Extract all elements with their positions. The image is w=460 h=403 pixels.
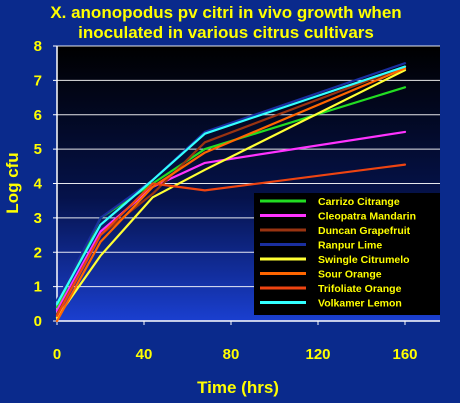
x-tick-label: 120 — [305, 346, 330, 363]
y-tick-label: 5 — [34, 141, 42, 158]
legend-label: Duncan Grapefruit — [318, 225, 411, 237]
legend-label: Swingle Citrumelo — [318, 254, 410, 266]
legend: Carrizo Citrange Cleopatra Mandarin Duncan… — [254, 193, 440, 315]
legend-label: Ranpur Lime — [318, 240, 382, 252]
y-tick-label: 0 — [34, 313, 42, 330]
legend-label: Volkamer Lemon — [318, 298, 402, 310]
legend-label: Cleopatra Mandarin — [318, 211, 416, 223]
y-tick-label: 8 — [34, 38, 42, 55]
series-line-8 — [55, 65, 407, 305]
chart-title-line-1: X. anonopodus pv citri in vivo growth wh… — [50, 3, 401, 22]
x-axis-label: Time (hrs) — [197, 378, 279, 397]
legend-box — [254, 193, 440, 315]
series-lines — [55, 62, 407, 323]
x-tick-label: 40 — [136, 346, 153, 363]
legend-label: Sour Orange — [318, 269, 382, 281]
chart-title-line-2: inoculated in various citrus cultivars — [78, 23, 374, 42]
series-line-7 — [55, 163, 407, 317]
y-tick-label: 4 — [34, 176, 43, 193]
y-tick-label: 6 — [34, 107, 42, 124]
series-line-5 — [55, 68, 407, 319]
x-tick-label: 80 — [223, 346, 240, 363]
legend-label: Trifoliate Orange — [318, 283, 402, 295]
y-tick-label: 7 — [34, 72, 42, 89]
y-tick-label: 1 — [34, 279, 42, 296]
x-tick-label: 0 — [53, 346, 61, 363]
y-tick-label: 3 — [34, 210, 42, 227]
legend-label: Carrizo Citrange — [318, 196, 400, 208]
y-tick-label: 2 — [34, 244, 42, 261]
x-tick-label: 160 — [392, 346, 417, 363]
y-axis-label: Log cfu — [3, 152, 22, 213]
series-line-6 — [55, 67, 407, 323]
